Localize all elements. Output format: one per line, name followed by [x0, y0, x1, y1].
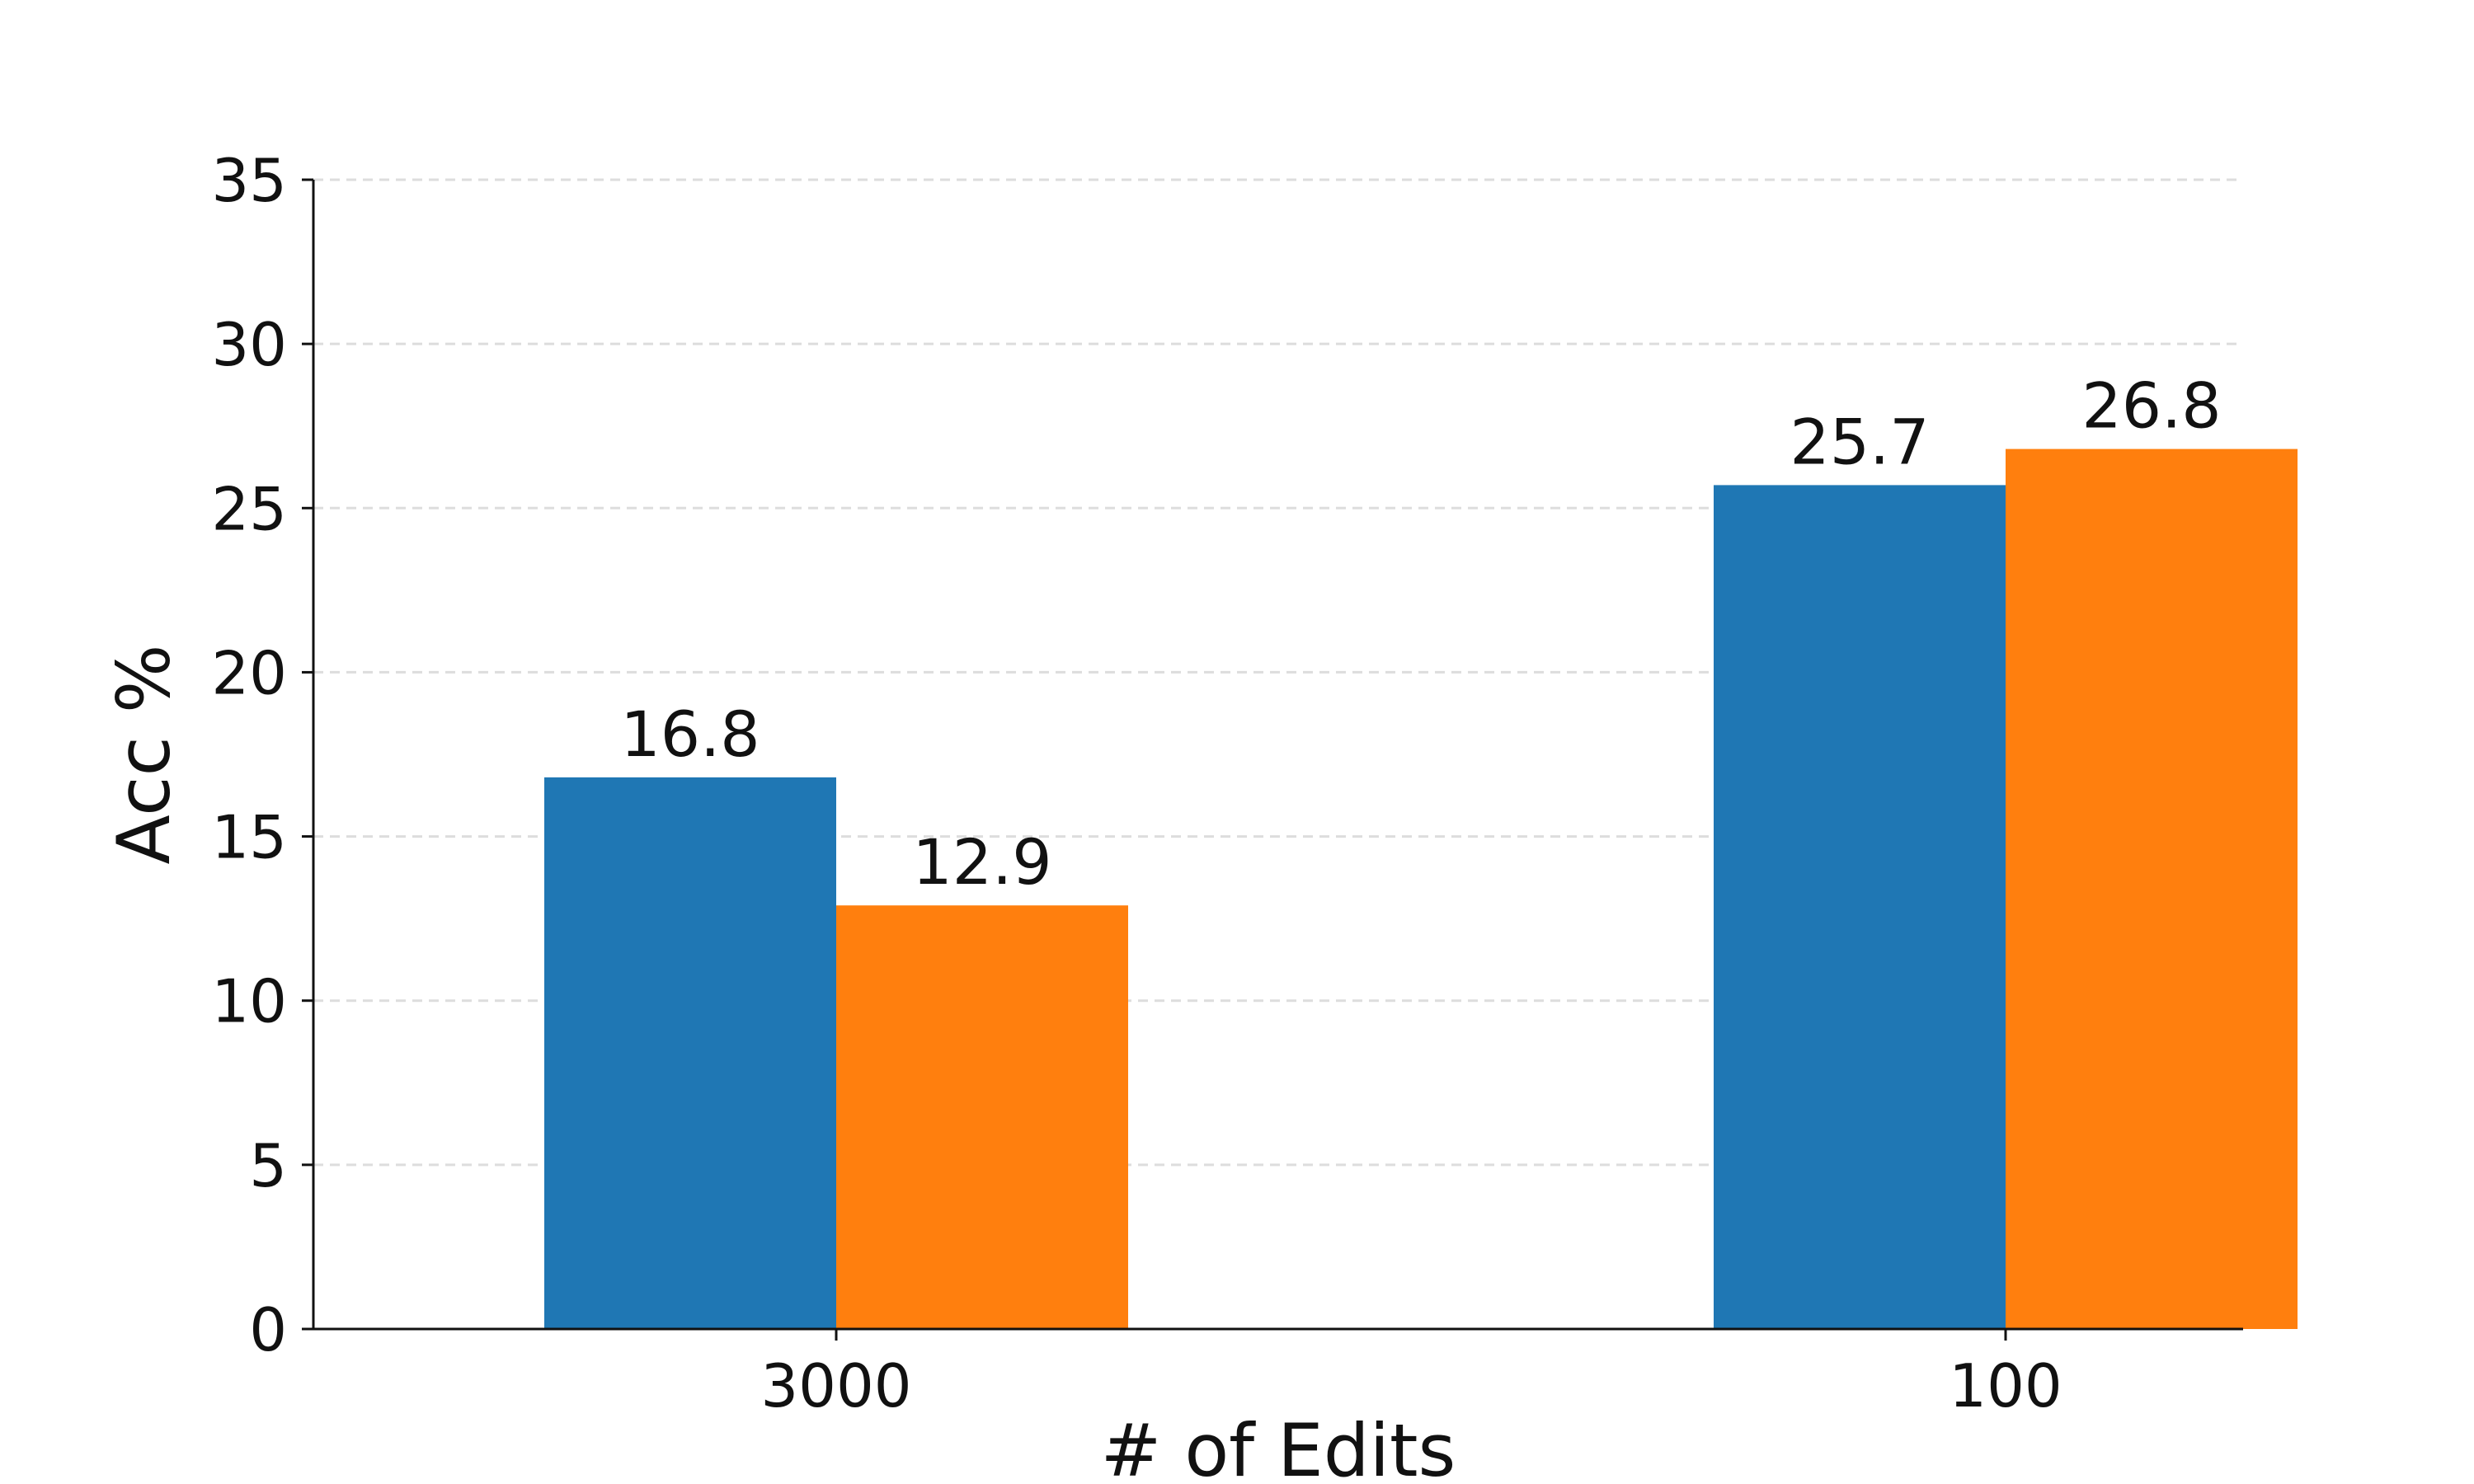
axes-group — [312, 180, 2243, 1331]
y-tick-label: 20 — [211, 638, 287, 707]
data-label: 25.7 — [1790, 405, 1929, 478]
bar — [2006, 448, 2298, 1330]
x-tick-label: 3000 — [760, 1351, 911, 1421]
y-tick-label: 35 — [211, 146, 287, 215]
y-tick-label: 10 — [211, 967, 287, 1036]
data-labels-group: 16.8 12.9 25.7 26.8 — [620, 369, 2221, 899]
data-label: 26.8 — [2081, 369, 2221, 443]
data-label: 16.8 — [620, 697, 760, 771]
x-axis-title: # of Edits — [1101, 1408, 1456, 1484]
bar — [544, 777, 836, 1329]
x-tick-label: 100 — [1949, 1351, 2062, 1421]
y-tick-label: 5 — [249, 1131, 287, 1200]
y-axis-title: Acc % — [101, 644, 186, 864]
y-tick-label: 30 — [211, 310, 287, 379]
bar — [836, 905, 1128, 1329]
y-tick-label: 0 — [249, 1295, 287, 1364]
bar — [1714, 485, 2006, 1329]
ticks-group: 3000 100 0 5 10 15 20 25 30 35 — [211, 146, 2062, 1421]
y-tick-label: 15 — [211, 803, 287, 872]
bars-group — [544, 448, 2298, 1330]
y-tick-label: 25 — [211, 474, 287, 543]
data-label: 12.9 — [912, 825, 1051, 899]
